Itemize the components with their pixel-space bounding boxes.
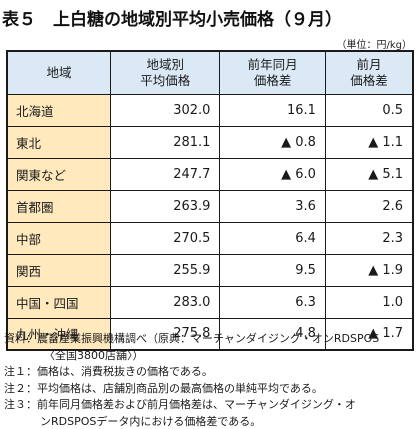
- note-3-text: 前年同月価格差および前月価格差は、マーチャンダイジング・オ: [37, 398, 356, 411]
- mom-diff-cell: ▲ 1.7: [324, 317, 414, 351]
- yoy-diff-cell: ▲ 6.0: [219, 157, 326, 191]
- yoy-diff-cell: 6.4: [219, 221, 326, 255]
- table-header-row: 地域 地域別 平均価格 前年同月 価格差 前月 価格差: [6, 50, 414, 95]
- source-label: 資料：: [4, 332, 37, 345]
- mom-diff-cell: 0.5: [324, 93, 414, 127]
- region-cell: 関東など: [6, 157, 111, 191]
- note-2: 注２： 平均価格は、店舗別商品別の最高価格の単純平均である。: [4, 381, 416, 398]
- header-average-price: 地域別 平均価格: [109, 50, 221, 95]
- note-3-label: 注３：: [4, 398, 37, 411]
- mom-diff-cell: 1.0: [324, 285, 414, 319]
- table-row: 関東など 247.7 ▲ 6.0 ▲ 5.1: [6, 157, 414, 191]
- note-2-label: 注２：: [4, 381, 37, 395]
- average-price-cell: 255.9: [109, 253, 221, 287]
- note-3-cont: ンRDSPOSデータ内における価格差である。: [4, 414, 416, 429]
- average-price-cell: 247.7: [109, 157, 221, 191]
- mom-diff-cell: ▲ 1.1: [324, 125, 414, 159]
- yoy-diff-cell: 9.5: [219, 253, 326, 287]
- table-row: 中国・四国 283.0 6.3 1.0: [6, 285, 414, 319]
- average-price-cell: 281.1: [109, 125, 221, 159]
- source-text: 農畜産業振興機構調べ（原典：マーチャンダイジング・オンRDSPOS: [37, 332, 380, 345]
- region-cell: 北海道: [6, 93, 111, 127]
- yoy-diff-cell: 16.1: [219, 93, 326, 127]
- note-1-label: 注１：: [4, 365, 37, 378]
- source-text-2: 〈全国3800店舗〉）: [44, 348, 144, 362]
- price-table: 地域 地域別 平均価格 前年同月 価格差 前月 価格差 北海道 302.0 16.1 0.5…: [6, 50, 414, 351]
- region-cell: 中国・四国: [6, 285, 111, 319]
- yoy-diff-cell: 6.3: [219, 285, 326, 319]
- region-cell: 九州・沖縄: [6, 317, 111, 351]
- mom-diff-cell: 2.3: [324, 221, 414, 255]
- average-price-cell: 263.9: [109, 189, 221, 223]
- mom-diff-cell: ▲ 5.1: [324, 157, 414, 191]
- table-row: 東北 281.1 ▲ 0.8 ▲ 1.1: [6, 125, 414, 159]
- note-2-text: 平均価格は、店舗別商品別の最高価格の単純平均である。: [37, 381, 323, 395]
- region-cell: 首都圏: [6, 189, 111, 223]
- mom-diff-cell: 2.6: [324, 189, 414, 223]
- notes-section: 資料： 農畜産業振興機構調べ（原典：マーチャンダイジング・オンRDSPOS 〈全…: [4, 331, 416, 429]
- table-row: 北海道 302.0 16.1 0.5: [6, 93, 414, 127]
- average-price-cell: 302.0: [109, 93, 221, 127]
- yoy-diff-cell: 4.8: [219, 317, 326, 351]
- region-cell: 中部: [6, 221, 111, 255]
- note-3: 注３： 前年同月価格差および前月価格差は、マーチャンダイジング・オ: [4, 397, 416, 414]
- note-1: 注１： 価格は、消費税抜きの価格である。: [4, 364, 416, 381]
- average-price-cell: 283.0: [109, 285, 221, 319]
- source-note-cont: 〈全国3800店舗〉）: [4, 348, 416, 365]
- region-cell: 関西: [6, 253, 111, 287]
- table-row: 関西 255.9 9.5 ▲ 1.9: [6, 253, 414, 287]
- yoy-diff-cell: ▲ 0.8: [219, 125, 326, 159]
- table-row: 首都圏 263.9 3.6 2.6: [6, 189, 414, 223]
- source-note: 資料： 農畜産業振興機構調べ（原典：マーチャンダイジング・オンRDSPOS: [4, 331, 416, 348]
- table-title: 表５ 上白糖の地域別平均小売価格（９月）: [2, 10, 342, 30]
- note-1-text: 価格は、消費税抜きの価格である。: [37, 365, 213, 378]
- mom-diff-cell: ▲ 1.9: [324, 253, 414, 287]
- header-region: 地域: [6, 50, 111, 95]
- average-price-cell: 270.5: [109, 221, 221, 255]
- header-yoy-diff: 前年同月 価格差: [219, 50, 326, 95]
- unit-label: （単位：円/kg）: [336, 40, 412, 51]
- table-row: 九州・沖縄 275.8 4.8 ▲ 1.7: [6, 317, 414, 351]
- yoy-diff-cell: 3.6: [219, 189, 326, 223]
- header-mom-diff: 前月 価格差: [324, 50, 414, 95]
- note-3-text-2: ンRDSPOSデータ内における価格差である。: [40, 414, 262, 428]
- table-row: 中部 270.5 6.4 2.3: [6, 221, 414, 255]
- region-cell: 東北: [6, 125, 111, 159]
